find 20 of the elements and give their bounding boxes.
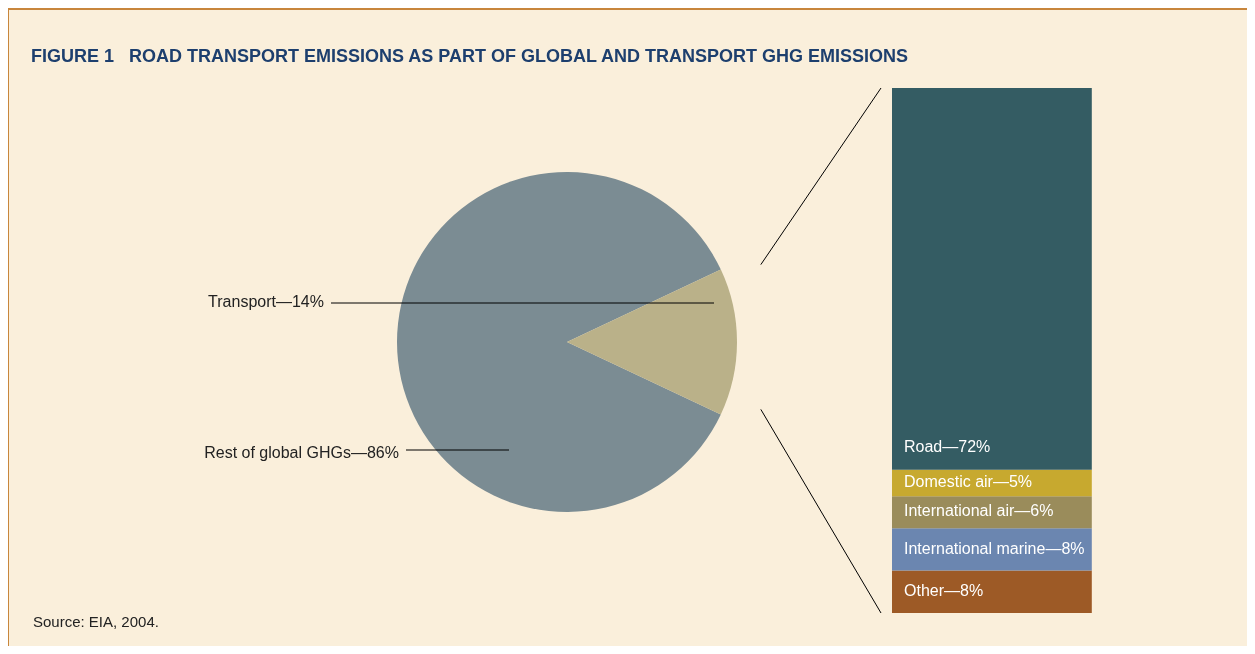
series-label: Domestic air bbox=[904, 473, 994, 491]
bar bbox=[892, 88, 1092, 470]
data-label: —8% bbox=[1045, 539, 1085, 557]
chart-title: FIGURE 1 ROAD TRANSPORT EMISSIONS AS PART OF GLOBAL AND TRANSPORT GHG EMISSIONS bbox=[31, 46, 909, 67]
source-note: Source: EIA, 2004. bbox=[33, 613, 159, 630]
data-label: —6% bbox=[1014, 502, 1054, 520]
data-label: —86% bbox=[350, 444, 399, 462]
series-label: Road bbox=[904, 438, 943, 456]
data-label: —5% bbox=[992, 473, 1033, 491]
pie-slice bbox=[397, 172, 721, 512]
slice-label: Rest of global GHGs bbox=[204, 444, 351, 462]
data-label: —14% bbox=[275, 293, 324, 311]
series-label: Other bbox=[904, 582, 945, 600]
bar bbox=[892, 570, 1092, 613]
series-label: International marine bbox=[904, 539, 1046, 557]
slice-label: Transport bbox=[208, 293, 277, 311]
data-label: —72% bbox=[942, 438, 991, 456]
pie-slice bbox=[567, 269, 737, 415]
series-label: International air bbox=[904, 502, 1015, 520]
data-label: —8% bbox=[944, 582, 984, 600]
